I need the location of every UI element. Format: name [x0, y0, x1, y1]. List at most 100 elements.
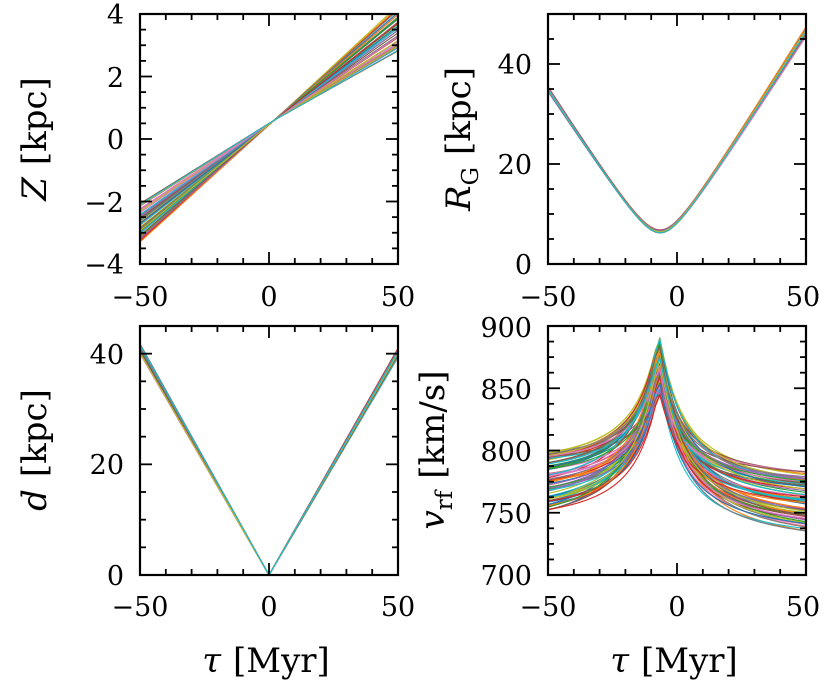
trajectory-d-0 [140, 343, 398, 575]
panel-d: −50 0 50 0 20 40 d[kpc] [15, 324, 415, 623]
plot-frame-d [138, 324, 400, 577]
trajectory-d-24 [140, 348, 398, 575]
trajectory-rg-2 [548, 29, 806, 232]
trajectory-rg-51 [548, 26, 806, 232]
trajectory-rg-38 [548, 29, 806, 232]
ytick-label-vrf-1: 750 [480, 499, 532, 530]
trajectory-vrf-48 [548, 337, 806, 500]
ytick-label-rg-0: 0 [515, 250, 532, 281]
trajectory-rg-41 [548, 28, 806, 231]
xtick-label-z-0: −50 [112, 282, 169, 313]
trajectory-rg-39 [548, 34, 806, 233]
trajectory-vrf-78 [548, 358, 806, 512]
trajectory-rg-1 [548, 30, 806, 233]
xtick-label-vrf-2: 50 [786, 592, 820, 623]
trajectory-d-2 [140, 349, 398, 575]
trajectory-d-58 [140, 352, 398, 575]
trajectory-rg-13 [548, 35, 806, 231]
ylabel-vrf: vrf[km/s] [413, 370, 458, 529]
trajectory-rg-57 [548, 29, 806, 232]
trajectory-rg-48 [548, 26, 806, 234]
trajectory-d-4 [140, 351, 398, 575]
xtick-label-vrf-0: −50 [520, 592, 577, 623]
trajectory-rg-33 [548, 30, 806, 232]
trajectory-d-1 [140, 347, 398, 575]
trajectory-d-47 [140, 345, 398, 575]
trajectory-d-34 [140, 349, 398, 575]
xlabel-left: τ [Myr] [202, 641, 330, 681]
trajectory-rg-3 [548, 28, 806, 234]
ytick-label-vrf-0: 700 [480, 561, 532, 592]
trajectory-rg-24 [548, 26, 806, 233]
panel-rg: −50 0 50 0 20 40 RG[kpc] [439, 12, 820, 313]
trajectory-vrf-67 [548, 369, 806, 532]
ticks-rg [547, 13, 807, 265]
xlabel-right: τ [Myr] [610, 641, 738, 681]
trajectory-d-14 [140, 352, 398, 575]
trajectory-rg-15 [548, 31, 806, 231]
trajectory-d-16 [140, 344, 398, 575]
trajectory-d-50 [140, 348, 398, 575]
trajectory-d-53 [140, 344, 398, 575]
trajectory-rg-27 [548, 34, 806, 234]
trajectory-d-46 [140, 350, 398, 575]
trajectory-rg-14 [548, 28, 806, 233]
trajectory-d-27 [140, 348, 398, 575]
trajectory-rg-22 [548, 33, 806, 233]
trajectory-rg-46 [548, 31, 806, 232]
trajectory-rg-56 [548, 35, 806, 234]
trajectory-rg-59 [548, 32, 806, 234]
trajectory-rg-47 [548, 27, 806, 234]
trajectory-d-9 [140, 347, 398, 575]
trajectory-rg-9 [548, 27, 806, 234]
plot-frame-z [138, 12, 400, 266]
trajectory-z-20 [140, 35, 398, 205]
trajectory-rg-53 [548, 34, 806, 234]
trajectory-d-12 [140, 348, 398, 575]
ytick-label-z-0: −4 [84, 250, 124, 281]
panel-z: −50 0 50 −4 −2 0 2 4 Z[kpc] [15, 0, 415, 313]
trajectory-rg-43 [548, 26, 806, 231]
trajectory-d-51 [140, 345, 398, 575]
ytick-label-vrf-4: 900 [480, 313, 532, 344]
trajectory-rg-0 [548, 29, 806, 233]
panel-vrf: −50 0 50 700 750 800 850 900 vrf[km/s] [413, 313, 820, 623]
trajectory-d-11 [140, 350, 398, 575]
trajectory-vrf-33 [548, 339, 806, 510]
trajectory-d-5 [140, 350, 398, 575]
trajectory-rg-37 [548, 35, 806, 232]
trajectory-d-23 [140, 346, 398, 575]
ylabel-d: d[kpc] [15, 389, 55, 511]
trajectory-z-12 [140, 14, 395, 206]
series-vrf [548, 337, 806, 532]
xtick-label-z-1: 0 [260, 282, 277, 313]
xtick-label-rg-2: 50 [786, 282, 820, 313]
trajectory-rg-49 [548, 28, 806, 232]
trajectory-z-59 [140, 49, 398, 206]
trajectory-d-6 [140, 343, 398, 575]
series-d [140, 343, 398, 575]
trajectory-rg-44 [548, 28, 806, 232]
trajectory-vrf-74 [548, 369, 806, 486]
trajectory-rg-35 [548, 30, 806, 234]
trajectory-z-51 [140, 44, 398, 243]
trajectory-z-33 [140, 50, 398, 241]
trajectory-rg-29 [548, 29, 806, 234]
trajectory-rg-58 [548, 30, 806, 233]
trajectory-rg-25 [548, 32, 806, 232]
trajectory-d-41 [140, 343, 398, 575]
ytick-label-z-4: 4 [107, 0, 124, 31]
trajectory-vrf-79 [548, 356, 806, 502]
trajectory-z-8 [140, 14, 392, 205]
trajectory-d-59 [140, 344, 398, 575]
trajectory-rg-7 [548, 33, 806, 233]
trajectory-d-17 [140, 349, 398, 575]
trajectory-rg-45 [548, 27, 806, 234]
trajectory-z-58 [140, 45, 398, 232]
ytick-label-vrf-2: 800 [480, 437, 532, 468]
trajectory-d-43 [140, 346, 398, 575]
trajectory-d-40 [140, 348, 398, 575]
trajectory-vrf-69 [548, 337, 806, 482]
trajectory-d-48 [140, 349, 398, 575]
